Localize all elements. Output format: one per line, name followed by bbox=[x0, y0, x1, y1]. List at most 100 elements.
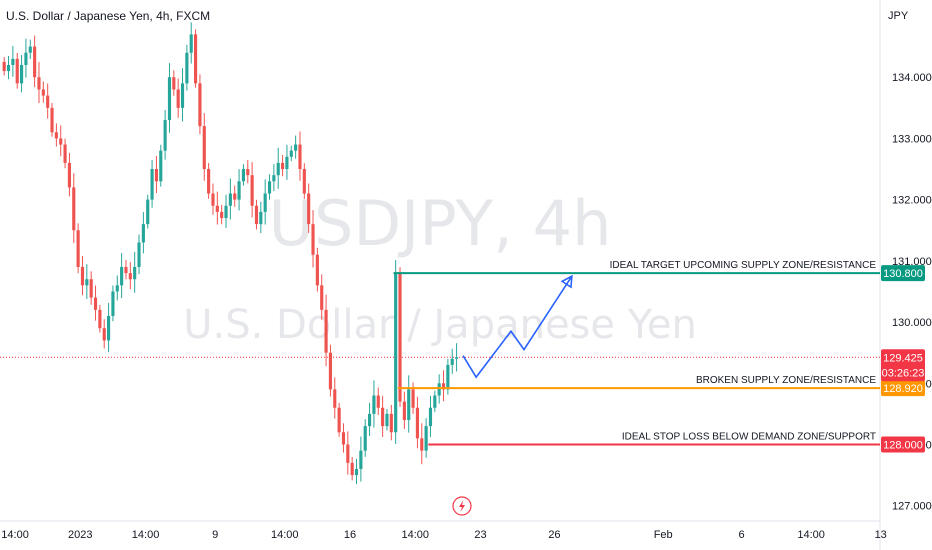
candle-body bbox=[59, 138, 63, 145]
candle-body bbox=[33, 46, 37, 78]
candle-body bbox=[80, 266, 85, 286]
x-tick-label: 14:00 bbox=[797, 529, 825, 541]
candle-body bbox=[37, 77, 41, 90]
candle-body bbox=[93, 297, 98, 310]
x-tick-label: 14:00 bbox=[401, 529, 429, 541]
projection-arrowhead bbox=[560, 274, 573, 289]
candle-body bbox=[433, 395, 437, 408]
candle-body bbox=[428, 407, 433, 427]
y-tick-label: 132.000 bbox=[892, 195, 932, 207]
candle-body bbox=[102, 328, 106, 341]
candle-body bbox=[246, 169, 250, 176]
candle-body bbox=[241, 169, 245, 182]
candle-body bbox=[441, 383, 446, 390]
candle-body bbox=[267, 181, 272, 194]
candle-body bbox=[207, 169, 211, 194]
candle-body bbox=[328, 352, 332, 390]
candle-body bbox=[228, 193, 232, 206]
candle-body bbox=[407, 389, 411, 420]
candle-body bbox=[2, 61, 6, 72]
candle-body bbox=[163, 120, 167, 151]
candle-body bbox=[294, 144, 298, 151]
candle-body bbox=[128, 273, 132, 280]
candle-body bbox=[450, 358, 454, 365]
candle-body bbox=[141, 224, 145, 243]
y-tick-label: 127.000 bbox=[892, 501, 932, 513]
candle-body bbox=[215, 205, 219, 212]
candle-body bbox=[250, 175, 254, 206]
candle-body bbox=[350, 462, 354, 476]
candle-body bbox=[115, 285, 119, 292]
x-tick-label: 16 bbox=[344, 529, 356, 541]
y-tick-label: 131.000 bbox=[892, 256, 932, 268]
candle-body bbox=[402, 401, 406, 420]
candle-body bbox=[368, 413, 372, 427]
candle-body bbox=[107, 315, 111, 341]
candle-body bbox=[254, 205, 259, 225]
candle-body bbox=[333, 389, 337, 408]
candle-body bbox=[189, 34, 193, 53]
candle-body bbox=[167, 77, 172, 121]
candle-body bbox=[263, 193, 267, 212]
candle-body bbox=[272, 175, 276, 182]
candle-body bbox=[176, 89, 180, 108]
watermark-description: U.S. Dollar / Japanese Yen bbox=[183, 302, 697, 348]
level-label-stop: IDEAL STOP LOSS BELOW DEMAND ZONE/SUPPOR… bbox=[622, 431, 876, 442]
level-target-tag bbox=[881, 265, 925, 282]
y-tick-label: 130.000 bbox=[892, 317, 932, 329]
x-tick-label: 14:00 bbox=[1, 529, 29, 541]
candle-body bbox=[233, 193, 237, 200]
candle-body bbox=[302, 169, 306, 194]
lightning-icon[interactable] bbox=[452, 496, 472, 516]
x-tick-label: 13 bbox=[875, 529, 887, 541]
candle-body bbox=[237, 181, 241, 200]
candle-body bbox=[198, 83, 202, 127]
candle-body bbox=[6, 64, 11, 72]
candle-body bbox=[172, 77, 176, 90]
candle-body bbox=[202, 126, 206, 170]
candle-body bbox=[120, 266, 124, 286]
candle-body bbox=[54, 132, 58, 139]
candle-body bbox=[394, 273, 398, 433]
y-tick-label: 133.000 bbox=[892, 133, 932, 145]
levels: IDEAL TARGET UPCOMING SUPPLY ZONE/RESIST… bbox=[393, 260, 880, 446]
candle-body bbox=[311, 224, 315, 255]
candle-body bbox=[289, 150, 293, 157]
candle-body bbox=[381, 407, 385, 427]
candle-body bbox=[137, 242, 141, 267]
candle-body bbox=[20, 64, 24, 84]
x-tick-label: 9 bbox=[212, 529, 218, 541]
candle-body bbox=[24, 52, 28, 65]
candle-body bbox=[89, 279, 93, 298]
candle-body bbox=[133, 266, 137, 280]
candle-body bbox=[324, 309, 328, 353]
projection-path bbox=[462, 275, 573, 379]
candle-body bbox=[46, 95, 50, 108]
candle-body bbox=[376, 395, 380, 408]
candle-body bbox=[15, 58, 19, 84]
level-target-tag-label: 130.800 bbox=[883, 268, 923, 280]
y-tick-label: 134.000 bbox=[892, 72, 932, 84]
candle-body bbox=[411, 389, 415, 408]
currency-label: JPY bbox=[888, 10, 909, 22]
candle-body bbox=[63, 144, 67, 163]
candle-body bbox=[437, 383, 441, 396]
candle-body bbox=[211, 193, 215, 206]
candle-body bbox=[159, 150, 163, 182]
x-tick-label: 26 bbox=[548, 529, 560, 541]
candle-body bbox=[359, 450, 363, 469]
level-stop-tag bbox=[881, 436, 925, 453]
time-axis[interactable]: 14:00 2023 14:00 9 14:00 16 14:00 23 26 Feb 6 14:00… bbox=[1, 529, 887, 541]
x-tick-label: 23 bbox=[474, 529, 486, 541]
x-tick-label: Feb bbox=[654, 529, 673, 541]
candle-body bbox=[224, 205, 228, 218]
candle-body bbox=[220, 211, 224, 218]
candle-body bbox=[385, 413, 389, 427]
candle-body bbox=[154, 169, 158, 182]
x-tick-label: 14:00 bbox=[132, 529, 160, 541]
current-price-tag-countdown: 03:26:23 bbox=[882, 367, 925, 379]
candle-body bbox=[180, 83, 185, 108]
candle-body bbox=[150, 169, 154, 200]
watermark: USDJPY, 4h U.S. Dollar / Japanese Yen bbox=[183, 187, 697, 348]
